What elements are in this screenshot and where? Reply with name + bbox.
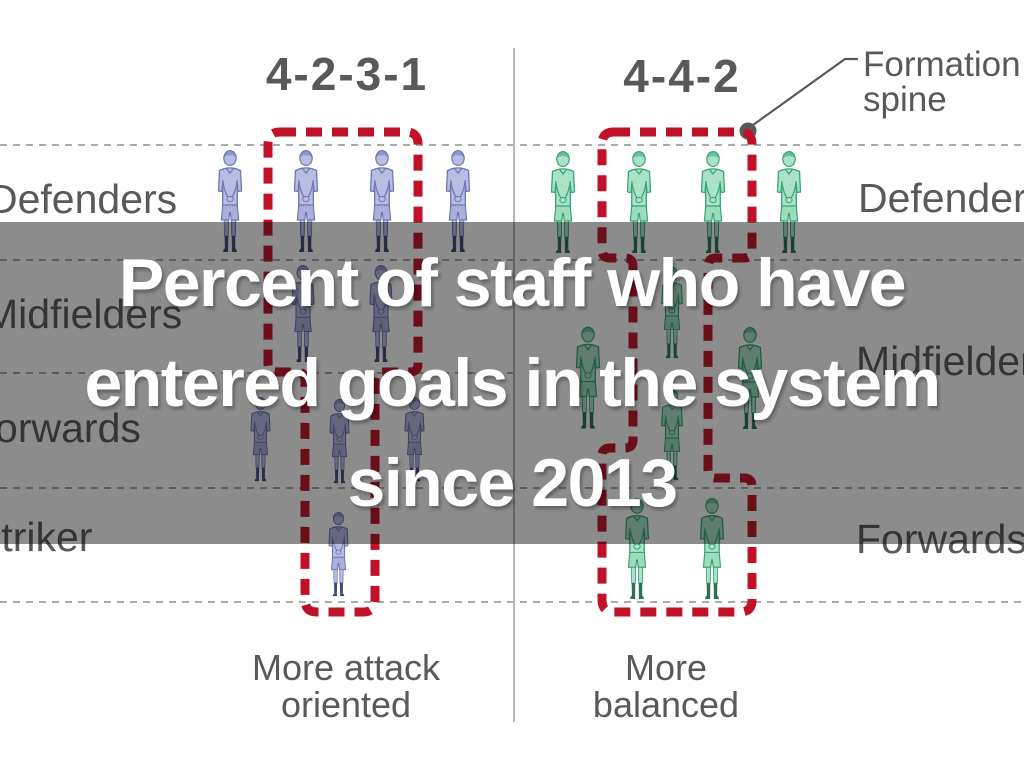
row-label-left-striker: Striker — [0, 514, 92, 560]
row-label-left-midfielders: Midfielders — [0, 291, 182, 337]
formation-spine-label-line1: Formation — [863, 45, 1021, 84]
caption-right-line2: balanced — [593, 684, 739, 725]
spine-outline-left — [263, 127, 423, 617]
row-label-right-forwards: Forwards — [856, 516, 1024, 562]
row-label-right-defenders: Defenders — [858, 175, 1024, 221]
zone-gridlines — [0, 144, 1024, 603]
heading-line-2: entered goals in the system — [84, 345, 941, 421]
right-formation-title: 4-4-2 — [623, 50, 740, 102]
spine-annotation-line — [752, 57, 858, 126]
left-formation-title: 4-2-3-1 — [266, 48, 428, 100]
row-label-left-forwards: Forwards — [0, 405, 141, 451]
row-label-right-midfielders: Midfielders — [856, 338, 1024, 384]
caption-left-line1: More attack — [252, 647, 441, 688]
spine-outline-right — [597, 127, 757, 617]
overlay-band — [0, 222, 1024, 544]
row-label-left-defenders: Defenders — [0, 176, 177, 222]
heading-line-1: Percent of staff who have — [118, 245, 907, 321]
slide-heading: Percent of staff who have entered goals … — [0, 228, 1024, 538]
formation-spine-label-line2: spine — [863, 80, 947, 119]
caption-right-line1: More — [625, 647, 707, 688]
heading-line-3: since 2013 — [347, 445, 678, 521]
caption-left-line2: oriented — [281, 684, 411, 725]
